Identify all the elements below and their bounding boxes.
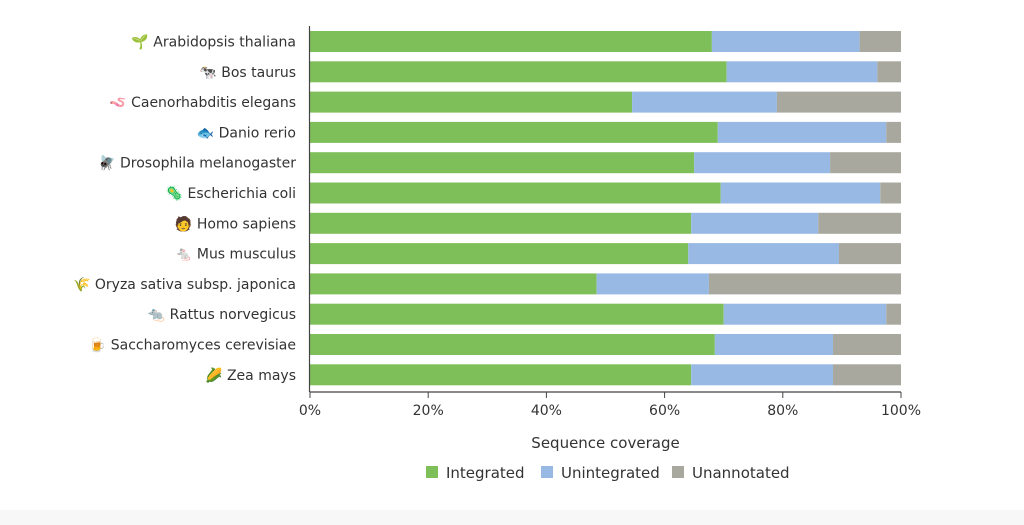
- cow-icon: 🐄: [199, 65, 221, 81]
- legend-label-unintegrated: Unintegrated: [561, 464, 660, 482]
- bar-segment-integrated-4: [310, 152, 695, 174]
- x-tick-label: 20%: [413, 403, 444, 419]
- bar-segment-unintegrated-7: [688, 243, 839, 265]
- x-tick-label: 80%: [767, 403, 798, 419]
- category-label: 🐁 Mus musculus: [175, 247, 296, 263]
- legend-label-integrated: Integrated: [446, 464, 525, 482]
- category-label: 🌽 Zea mays: [205, 366, 296, 384]
- category-label: 🐀 Rattus norvegicus: [148, 307, 296, 323]
- category-label: 🪰 Drosophila melanogaster: [98, 155, 296, 172]
- person-icon: 🧑: [175, 214, 197, 232]
- bar-segment-integrated-7: [310, 243, 689, 265]
- x-tick-label: 100%: [881, 403, 921, 419]
- bar-segment-unintegrated-9: [723, 303, 887, 325]
- bar-segment-unannotated-1: [877, 61, 901, 83]
- bar-segment-integrated-3: [310, 121, 718, 143]
- worm-icon: 🪱: [109, 95, 131, 111]
- category-name: Arabidopsis thaliana: [153, 35, 296, 51]
- bar-segment-unintegrated-1: [726, 61, 878, 83]
- bar-segment-integrated-8: [310, 273, 597, 295]
- beer-icon: 🍺: [89, 336, 111, 354]
- microbe-icon: 🦠: [166, 185, 188, 202]
- bar-segment-integrated-1: [310, 61, 727, 83]
- category-label: 🐟 Danio rerio: [197, 125, 296, 141]
- bar-segment-integrated-5: [310, 182, 721, 204]
- category-label: 🐄 Bos taurus: [199, 65, 296, 81]
- bar-segment-unintegrated-10: [714, 334, 834, 355]
- bar-segment-unannotated-8: [708, 273, 901, 295]
- category-name: Danio rerio: [219, 125, 296, 141]
- fly-icon: 🪰: [98, 155, 120, 172]
- rice-icon: 🌾: [73, 276, 95, 293]
- bar-segment-unintegrated-5: [720, 182, 881, 204]
- bar-segment-unannotated-3: [886, 121, 901, 143]
- fish-icon: 🐟: [197, 125, 219, 141]
- category-name: Drosophila melanogaster: [120, 156, 296, 172]
- mouse-icon: 🐁: [175, 247, 197, 263]
- category-label: 🦠 Escherichia coli: [166, 185, 296, 202]
- bar-segment-unintegrated-11: [691, 364, 834, 386]
- category-name: Zea mays: [227, 368, 296, 384]
- bar-segment-unannotated-4: [830, 152, 901, 174]
- category-label: 🧑 Homo sapiens: [175, 214, 296, 232]
- legend-swatch-unintegrated: [541, 466, 553, 478]
- legend-swatch-unannotated: [672, 466, 684, 478]
- category-name: Homo sapiens: [197, 216, 296, 232]
- bar-segment-unannotated-6: [818, 212, 901, 234]
- rat-icon: 🐀: [148, 307, 170, 323]
- category-name: Escherichia coli: [188, 186, 297, 202]
- bar-segment-integrated-6: [310, 212, 692, 234]
- bar-segment-unannotated-9: [886, 303, 901, 325]
- category-name: Oryza sativa subsp. japonica: [95, 277, 296, 293]
- bar-segment-unannotated-5: [880, 182, 901, 204]
- bar-segment-integrated-2: [310, 91, 633, 113]
- bar-segment-unintegrated-4: [694, 152, 831, 174]
- bar-segment-unintegrated-8: [596, 273, 709, 295]
- category-label: 🌾 Oryza sativa subsp. japonica: [73, 276, 296, 293]
- seedling-icon: 🌱: [131, 34, 153, 51]
- bar-segment-integrated-11: [310, 364, 692, 386]
- x-tick-label: 60%: [649, 403, 680, 419]
- bar-segment-integrated-10: [310, 334, 715, 355]
- bars-layer: [310, 31, 901, 386]
- corn-icon: 🌽: [205, 366, 227, 384]
- legend: Integrated Unintegrated Unannotated: [426, 464, 790, 482]
- category-name: Bos taurus: [221, 65, 296, 81]
- bar-segment-unintegrated-2: [632, 91, 777, 113]
- category-label: 🪱 Caenorhabditis elegans: [109, 95, 296, 111]
- x-axis: 0% 20% 40% 60% 80% 100%: [299, 26, 921, 419]
- bar-segment-unintegrated-3: [717, 121, 887, 143]
- bar-segment-integrated-9: [310, 303, 724, 325]
- category-name: Mus musculus: [197, 247, 296, 263]
- bar-segment-unintegrated-0: [711, 31, 860, 52]
- bar-segment-unannotated-11: [833, 364, 901, 386]
- category-label: 🌱 Arabidopsis thaliana: [131, 34, 296, 51]
- bar-segment-unintegrated-6: [691, 212, 819, 234]
- category-name: Caenorhabditis elegans: [131, 95, 296, 111]
- legend-swatch-integrated: [426, 466, 438, 478]
- legend-label-unannotated: Unannotated: [692, 464, 790, 482]
- bar-segment-integrated-0: [310, 31, 712, 52]
- category-name: Saccharomyces cerevisiae: [111, 338, 296, 354]
- category-label: 🍺 Saccharomyces cerevisiae: [89, 336, 296, 354]
- bar-segment-unannotated-2: [776, 91, 901, 113]
- x-tick-label: 0%: [299, 403, 321, 419]
- bar-segment-unannotated-0: [859, 31, 901, 52]
- footer-strip: [0, 510, 1024, 525]
- x-tick-label: 40%: [531, 403, 562, 419]
- bar-segment-unannotated-10: [833, 334, 901, 355]
- category-labels-layer: 🌱 Arabidopsis thaliana 🐄 Bos taurus 🪱 Caen…: [73, 34, 296, 384]
- bar-segment-unannotated-7: [838, 243, 901, 265]
- category-name: Rattus norvegicus: [170, 307, 296, 323]
- x-axis-title: Sequence coverage: [531, 434, 679, 452]
